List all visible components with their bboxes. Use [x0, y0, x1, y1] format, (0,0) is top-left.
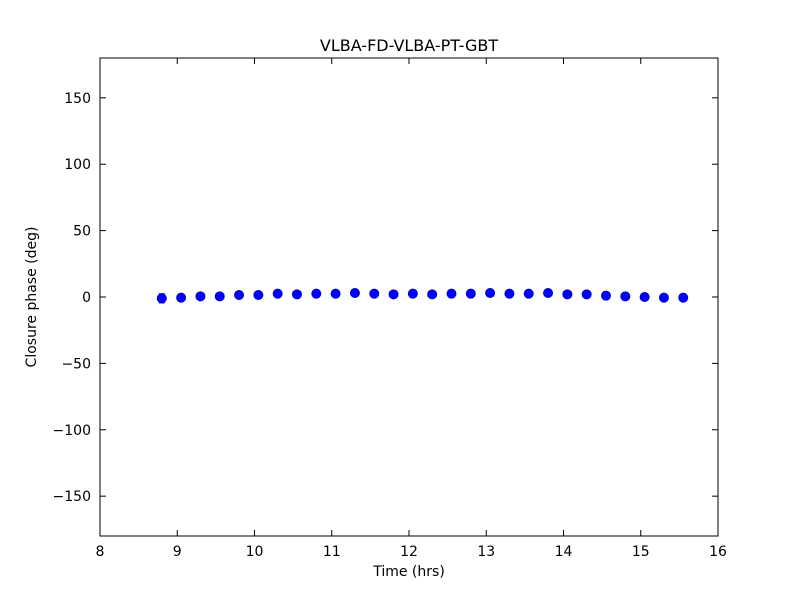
data-point [658, 292, 669, 303]
y-tick-label: 100 [64, 157, 91, 173]
data-point [272, 288, 283, 299]
data-point [407, 288, 418, 299]
data-point [253, 290, 264, 301]
x-tick-label: 14 [555, 544, 573, 560]
x-tick-label: 12 [400, 544, 418, 560]
x-tick-label: 11 [323, 544, 341, 560]
data-point [523, 288, 534, 299]
data-point [620, 291, 631, 302]
plot-area: 8 9 10 11 12 13 14 15 16 −150 −100 −50 0 50 100 150 [53, 57, 727, 560]
data-point [485, 288, 496, 299]
x-tick-label: 16 [709, 544, 727, 560]
y-tick-label: 0 [82, 290, 91, 306]
y-tick-label: 50 [73, 224, 91, 240]
x-tick-label: 13 [477, 544, 495, 560]
x-tick-label: 10 [246, 544, 264, 560]
y-tick-label: −50 [61, 356, 91, 372]
data-point [678, 292, 689, 303]
data-point [446, 288, 457, 299]
data-point [234, 290, 245, 301]
data-point [600, 290, 611, 301]
data-point [349, 288, 360, 299]
data-point [156, 293, 167, 304]
data-point [330, 288, 341, 299]
data-point [176, 292, 187, 303]
data-point [291, 289, 302, 300]
chart-title: VLBA-FD-VLBA-PT-GBT [320, 36, 498, 55]
data-point [311, 288, 322, 299]
x-axis-label: Time (hrs) [372, 564, 445, 580]
x-tick-label: 8 [96, 544, 105, 560]
data-point [195, 291, 206, 302]
y-tick-label: 150 [64, 91, 91, 107]
data-point [639, 292, 650, 302]
data-point [214, 291, 225, 302]
data-point [465, 288, 476, 299]
x-tick-label: 9 [173, 544, 182, 560]
data-point [504, 288, 515, 299]
y-tick-label: −150 [53, 489, 91, 505]
y-tick-label: −100 [53, 423, 91, 439]
data-point [562, 289, 573, 300]
x-tick-label: 15 [632, 544, 650, 560]
data-point [581, 289, 592, 300]
data-point [427, 289, 438, 300]
data-point [388, 289, 399, 300]
data-point [543, 288, 554, 299]
y-axis-label: Closure phase (deg) [24, 227, 40, 368]
data-point [369, 288, 380, 299]
